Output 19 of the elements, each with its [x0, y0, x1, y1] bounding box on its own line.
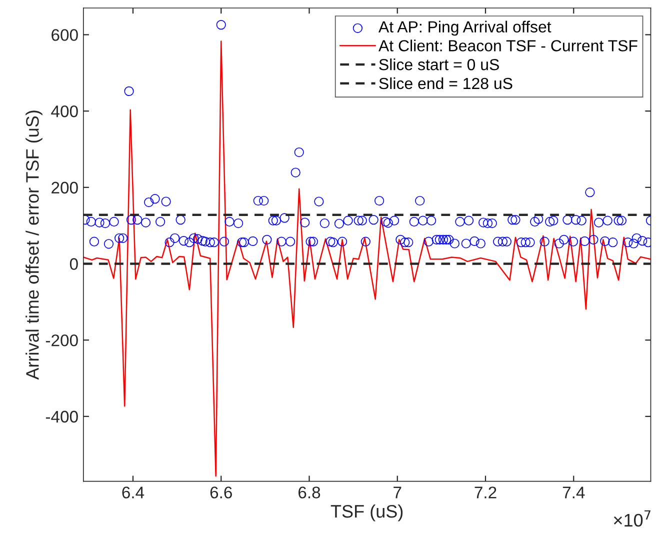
y-tick-label: 600: [52, 29, 78, 41]
legend-label: At Client: Beacon TSF - Current TSF: [378, 40, 638, 52]
x-tick-label: 7.2: [474, 486, 496, 498]
x-tick-label: 6.6: [210, 486, 232, 498]
x-tick-label: 6.4: [122, 486, 144, 498]
x-tick-label: 6.8: [298, 486, 320, 498]
legend-label: Slice start = 0 uS: [379, 58, 499, 70]
x-tick-label: 7: [394, 486, 402, 498]
y-tick-label: 0: [70, 258, 78, 270]
legend-label: At AP: Ping Arrival offset: [378, 20, 552, 36]
y-tick-label: 200: [52, 182, 78, 194]
x-axis-title: TSF (uS): [330, 504, 403, 522]
x-tick-label: 7.4: [562, 486, 585, 498]
text: ×10$^{7}$: [614, 510, 650, 527]
y-tick-label: -200: [46, 334, 78, 346]
legend-label: Slice end = 128 uS: [379, 77, 512, 90]
y-tick-label: -400: [46, 410, 78, 423]
y-tick-label: 400: [51, 105, 78, 118]
y-axis-title: Arrival time offset / error TSF (uS): [26, 110, 42, 380]
